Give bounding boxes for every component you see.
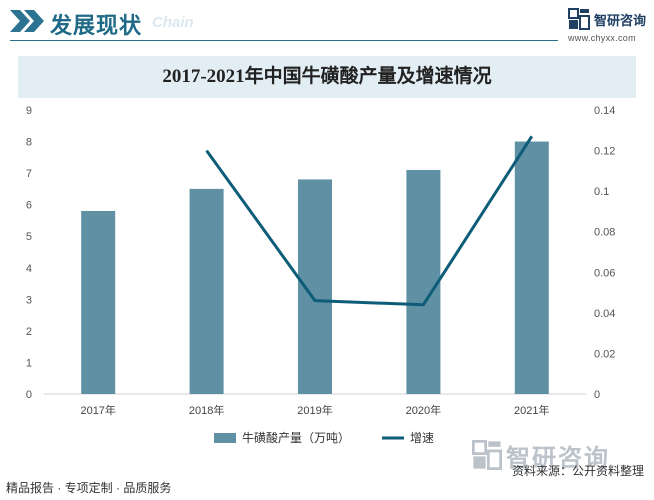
y-left-tick-label: 9 [26,105,32,117]
bar [81,210,116,394]
y-left-tick-label: 1 [26,357,32,369]
section-subtitle: Chain [152,14,194,31]
y-right-tick-label: 0.12 [594,146,615,158]
footer-tagline: 精品报告 · 专项定制 · 品质服务 [6,481,172,495]
brand-url: www.chyxx.com [568,33,636,43]
legend-label-line: 增速 [410,431,434,445]
x-tick-label: 2018年 [189,403,224,417]
y-right-tick-label: 0.14 [594,105,615,117]
growth-rate-line [205,135,534,307]
footer-logo-icon [472,440,502,470]
bar [189,188,224,394]
bar [514,141,549,394]
source-note: 资料来源：公开资料整理 [511,464,644,478]
x-tick-label: 2021年 [514,403,549,417]
legend-swatch-bar [214,433,236,443]
y-left-tick-label: 8 [26,137,32,149]
header-divider [10,40,558,41]
x-tick-label: 2019年 [297,403,332,417]
y-right-tick-label: 0.04 [594,308,615,320]
y-left-tick-label: 5 [26,231,32,243]
y-right-tick-label: 0.1 [594,186,609,198]
y-left-tick-label: 4 [26,263,32,275]
double-chevron-icon [10,10,44,32]
y-right-tick-label: 0.02 [594,348,615,360]
brand-logo-icon [568,8,590,30]
y-left-tick-label: 2 [26,326,32,338]
x-tick-label: 2017年 [80,403,115,417]
brand-name: 智研咨询 [594,13,647,28]
y-left-tick-label: 7 [26,168,32,180]
chart-title: 2017-2021年中国牛磺酸产量及增速情况 [162,66,492,87]
section-title: 发展现状 [50,13,143,38]
page-footer: 精品报告 · 专项定制 · 品质服务 [0,476,654,500]
y-right-tick-label: 0 [594,389,600,401]
bar [406,169,441,394]
legend-label-bar: 牛磺酸产量（万吨） [242,430,350,445]
y-left-tick-label: 6 [26,200,32,212]
chart-title-band [18,56,636,98]
y-right-tick-label: 0.06 [594,267,615,279]
x-tick-label: 2020年 [406,403,441,417]
y-right-tick-label: 0.08 [594,227,615,239]
footer-brand-name: 智研咨询 [506,445,610,472]
page-header: 发展现状 Chain 智研咨询 www.chyxx.com [0,0,654,44]
y-left-tick-label: 0 [26,389,32,401]
y-left-tick-label: 3 [26,294,32,306]
